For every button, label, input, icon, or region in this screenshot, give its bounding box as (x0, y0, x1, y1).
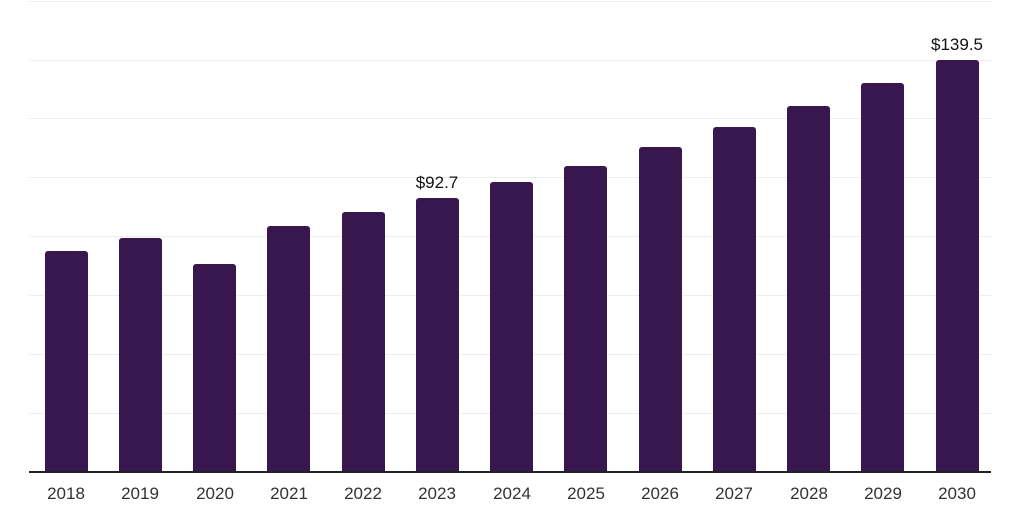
x-tick-2021: 2021 (270, 484, 308, 503)
x-tick-2028: 2028 (790, 484, 828, 503)
gridline-140 (29, 60, 991, 61)
value-label-2023: $92.7 (415, 173, 459, 192)
x-tick-2029: 2029 (864, 484, 902, 503)
bar-2021 (267, 226, 310, 471)
gridline-100 (29, 177, 991, 178)
bar-2026 (639, 147, 682, 471)
bar-2030 (936, 60, 979, 471)
value-label-2030: $139.5 (931, 35, 983, 54)
bar-2025 (564, 166, 607, 471)
x-tick-2024: 2024 (493, 484, 531, 503)
bar-2018 (45, 251, 88, 471)
bar-2022 (342, 212, 385, 471)
x-tick-2030: 2030 (938, 484, 976, 503)
bar-2029 (861, 83, 904, 471)
x-tick-2019: 2019 (121, 484, 159, 503)
x-axis-line (29, 471, 991, 473)
x-tick-2022: 2022 (344, 484, 382, 503)
x-tick-2018: 2018 (47, 484, 85, 503)
bar-2020 (193, 264, 236, 471)
x-tick-2020: 2020 (196, 484, 234, 503)
bar-2024 (490, 182, 533, 471)
x-tick-2027: 2027 (715, 484, 753, 503)
bar-2019 (119, 238, 162, 471)
x-tick-2023: 2023 (418, 484, 456, 503)
gridline-120 (29, 118, 991, 119)
gridline-160 (29, 1, 991, 2)
bar-2028 (787, 106, 830, 471)
bar-2027 (713, 127, 756, 471)
x-tick-2025: 2025 (567, 484, 605, 503)
x-tick-2026: 2026 (641, 484, 679, 503)
bar-2023 (416, 198, 459, 471)
